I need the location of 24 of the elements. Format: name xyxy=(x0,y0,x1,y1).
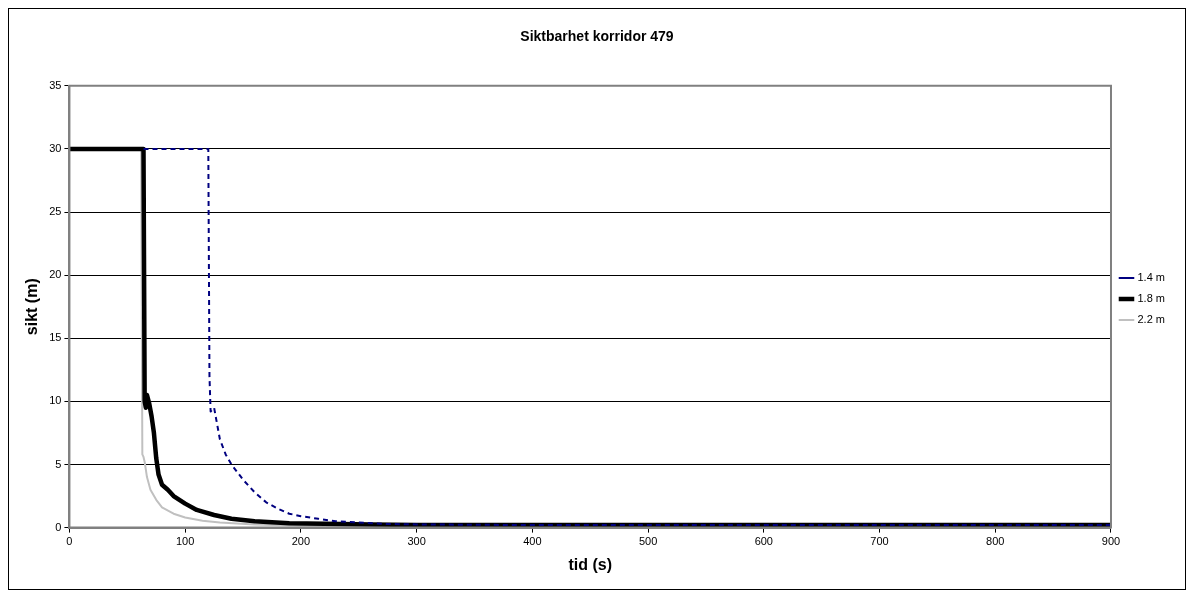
y-tick-label: 0 xyxy=(55,520,62,533)
x-axis-title: tid (s) xyxy=(568,555,612,573)
x-tick-label: 900 xyxy=(1101,535,1121,548)
y-tick-label: 20 xyxy=(49,268,62,281)
x-tick-label: 200 xyxy=(291,535,311,548)
legend-label: 1.4 m xyxy=(1137,271,1165,284)
y-tick-label: 15 xyxy=(49,331,62,344)
legend-label: 1.8 m xyxy=(1137,292,1165,305)
x-tick-label: 0 xyxy=(66,535,73,548)
x-tick-label: 100 xyxy=(175,535,195,548)
y-tick-label: 30 xyxy=(49,141,62,154)
x-tick-label: 600 xyxy=(754,535,773,548)
legend-label: 2.2 m xyxy=(1137,313,1165,326)
y-tick-label: 25 xyxy=(49,205,62,218)
x-tick-label: 400 xyxy=(523,535,542,548)
x-tick-label: 500 xyxy=(638,535,658,548)
x-tick-label: 700 xyxy=(870,535,889,548)
y-axis-title: sikt (m) xyxy=(23,278,41,336)
y-tick-label: 5 xyxy=(55,457,62,470)
x-tick-label: 800 xyxy=(986,535,1005,548)
y-tick-label: 10 xyxy=(49,394,62,407)
chart-title: Siktbarhet korridor 479 xyxy=(520,28,674,45)
y-tick-label: 35 xyxy=(49,78,62,91)
x-tick-label: 300 xyxy=(407,535,426,548)
